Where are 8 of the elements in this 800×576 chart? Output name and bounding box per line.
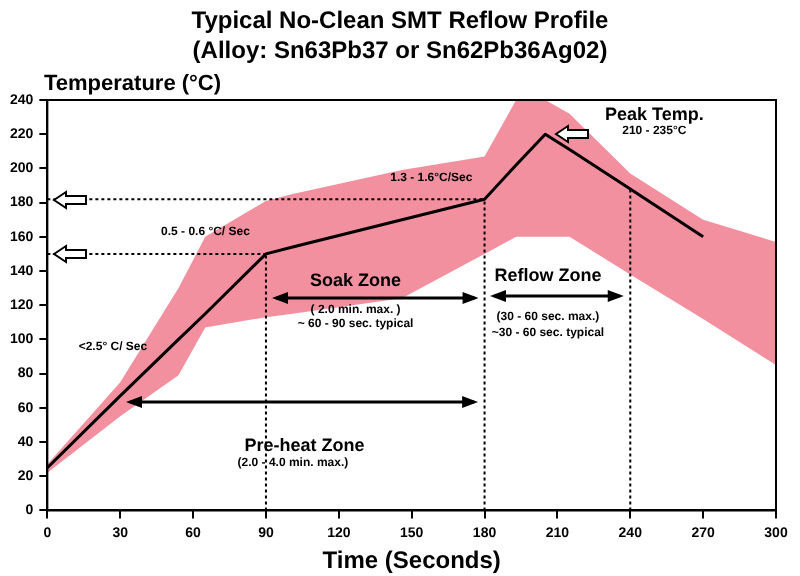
chart-title: Typical No-Clean SMT Reflow Profile xyxy=(189,6,611,34)
x-axis-title: Time (Seconds) xyxy=(322,546,501,575)
annotation: Reflow Zone xyxy=(494,265,602,286)
annotation: Pre-heat Zone xyxy=(244,434,365,455)
y-axis-title: Temperature (°C) xyxy=(44,72,222,96)
annotation: Soak Zone xyxy=(310,270,402,291)
annotation: Peak Temp. xyxy=(604,104,704,125)
chart-subtitle: (Alloy: Sn63Pb37 or Sn62Pb36Ag02) xyxy=(190,36,610,64)
